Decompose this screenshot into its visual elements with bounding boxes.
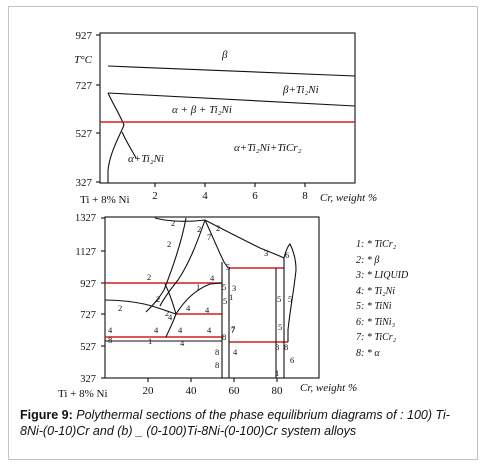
diagram-b-ytick-927: 927	[80, 279, 96, 290]
region-number: 4	[207, 325, 212, 335]
diagram-b-boundaries	[104, 217, 297, 378]
region-number: 5	[223, 296, 227, 306]
diagram-b-region-numbers: 2 2 2 7 2 3 6 5 4 1 2 5 3 5 1 2 2 5 2 4 …	[108, 218, 294, 378]
legend-item: 7: * TiCr₂	[356, 332, 397, 343]
legend-item: 4: * Ti₂Ni	[356, 285, 396, 297]
diagram-b-xtick-20: 20	[143, 385, 155, 397]
region-number: 8	[215, 347, 219, 357]
region-number: 8	[275, 342, 279, 352]
label-alpha-beta-ti2ni: α + β + Ti₂Ni	[172, 104, 232, 116]
diagram-a-xtick-8: 8	[302, 190, 308, 202]
phase-diagrams: 927 T°C 727 527 327 2 4 6 8 Ti + 8% Ni C…	[58, 30, 377, 400]
region-number: 4	[178, 325, 183, 335]
region-number: 5	[277, 294, 281, 304]
diagram-b: 1327 1127 927 727 527 327 20 40 60 80 Ti…	[58, 213, 357, 400]
label-beta-ti2ni: β+Ti₂Ni	[282, 84, 319, 96]
region-number: 4	[168, 312, 173, 322]
region-number: 6	[285, 250, 289, 260]
region-number: 4	[186, 303, 191, 313]
region-number: 4	[180, 338, 185, 348]
diagram-a-y-unit: T°C	[74, 54, 93, 66]
region-number: 2	[118, 303, 122, 313]
region-number: 4	[233, 347, 238, 357]
legend-item: 1: * TiCr₂	[356, 239, 397, 250]
diagram-a-ytick-927: 927	[76, 30, 93, 42]
diagram-a-leader-line	[121, 131, 137, 159]
label-beta: β	[221, 49, 228, 61]
region-number: 2	[147, 272, 151, 282]
region-number: 1	[229, 292, 233, 302]
diagram-b-xtick-40: 40	[186, 385, 198, 397]
region-number: 5	[222, 282, 226, 292]
diagram-a-solvus-curve	[107, 92, 125, 183]
diagram-b-frame	[104, 216, 320, 379]
diagram-a-ytick-527: 527	[76, 128, 93, 140]
diagram-a: 927 T°C 727 527 327 2 4 6 8 Ti + 8% Ni C…	[74, 30, 377, 206]
diagram-b-ytick-1127: 1127	[75, 247, 96, 258]
legend-item: 6: * TiNi₃	[356, 316, 396, 328]
region-number: 8	[215, 360, 219, 370]
diagram-b-ytick-1327: 1327	[75, 213, 96, 224]
legend-item: 5: * TiNi	[356, 301, 392, 312]
region-number: 4	[210, 273, 215, 283]
region-number: 2	[171, 218, 175, 228]
region-number: 1	[148, 336, 152, 346]
region-number: 3	[232, 283, 236, 293]
diagram-b-legend: 1: * TiCr₂ 2: * β 3: * LIQUID 4: * Ti₂Ni…	[356, 239, 408, 363]
region-number: 7	[231, 324, 235, 334]
diagram-b-ytick-527: 527	[80, 342, 96, 353]
region-number: 4	[154, 325, 159, 335]
diagram-b-xtick-60: 60	[229, 385, 241, 397]
region-number: 3	[264, 248, 268, 258]
region-number: 2	[156, 294, 160, 304]
diagram-b-ytick-327: 327	[80, 374, 96, 385]
region-number: 6	[290, 355, 294, 365]
region-number: 8	[284, 342, 288, 352]
figure-caption: Figure 9: Polythermal sections of the ph…	[20, 407, 470, 439]
legend-item: 3: * LIQUID	[356, 270, 409, 281]
diagram-b-x-axis-label: Cr, weight %	[300, 382, 357, 394]
label-alpha-ti2ni-ticr2: α+Ti₂Ni+TiCr₂	[234, 142, 302, 154]
figure-label: Figure 9:	[20, 408, 73, 422]
diagram-a-xtick-2: 2	[152, 190, 158, 202]
diagram-b-origin-label: Ti + 8% Ni	[58, 388, 108, 400]
caption-text: Polythermal sections of the phase equili…	[20, 408, 450, 438]
diagram-a-xtick-6: 6	[252, 190, 258, 202]
diagram-a-upper-boundary	[107, 65, 356, 77]
label-alpha-ti2ni: α+Ti₂Ni	[128, 153, 164, 165]
region-number: 8	[108, 335, 112, 345]
legend-item: 2: * β	[356, 254, 380, 266]
region-number: 7	[231, 325, 235, 335]
region-number: 2	[216, 223, 220, 233]
region-number: 2	[167, 239, 171, 249]
diagram-a-origin-label: Ti + 8% Ni	[80, 194, 130, 206]
legend-item: 8: * α	[356, 347, 380, 359]
region-number: 2	[165, 308, 169, 318]
region-number: 7	[207, 232, 211, 242]
region-number: 4	[108, 325, 113, 335]
region-number: 5	[288, 294, 292, 304]
diagram-a-xtick-4: 4	[202, 190, 208, 202]
diagram-a-frame	[99, 32, 356, 184]
region-number: 1	[196, 282, 200, 292]
diagram-a-x-axis-label: Cr, weight %	[320, 192, 377, 204]
diagram-a-ytick-727: 727	[76, 80, 93, 92]
region-number: 5	[278, 322, 282, 332]
region-number: 1	[275, 368, 279, 378]
diagram-a-ytick-327: 327	[76, 177, 93, 189]
region-number: 5	[226, 262, 230, 272]
diagram-b-xtick-80: 80	[272, 385, 284, 397]
region-number: 8	[222, 332, 226, 342]
region-number: 2	[197, 224, 201, 234]
region-number: 4	[205, 305, 210, 315]
diagram-b-ytick-727: 727	[80, 310, 96, 321]
diagram-a-lower-boundary	[107, 92, 356, 107]
